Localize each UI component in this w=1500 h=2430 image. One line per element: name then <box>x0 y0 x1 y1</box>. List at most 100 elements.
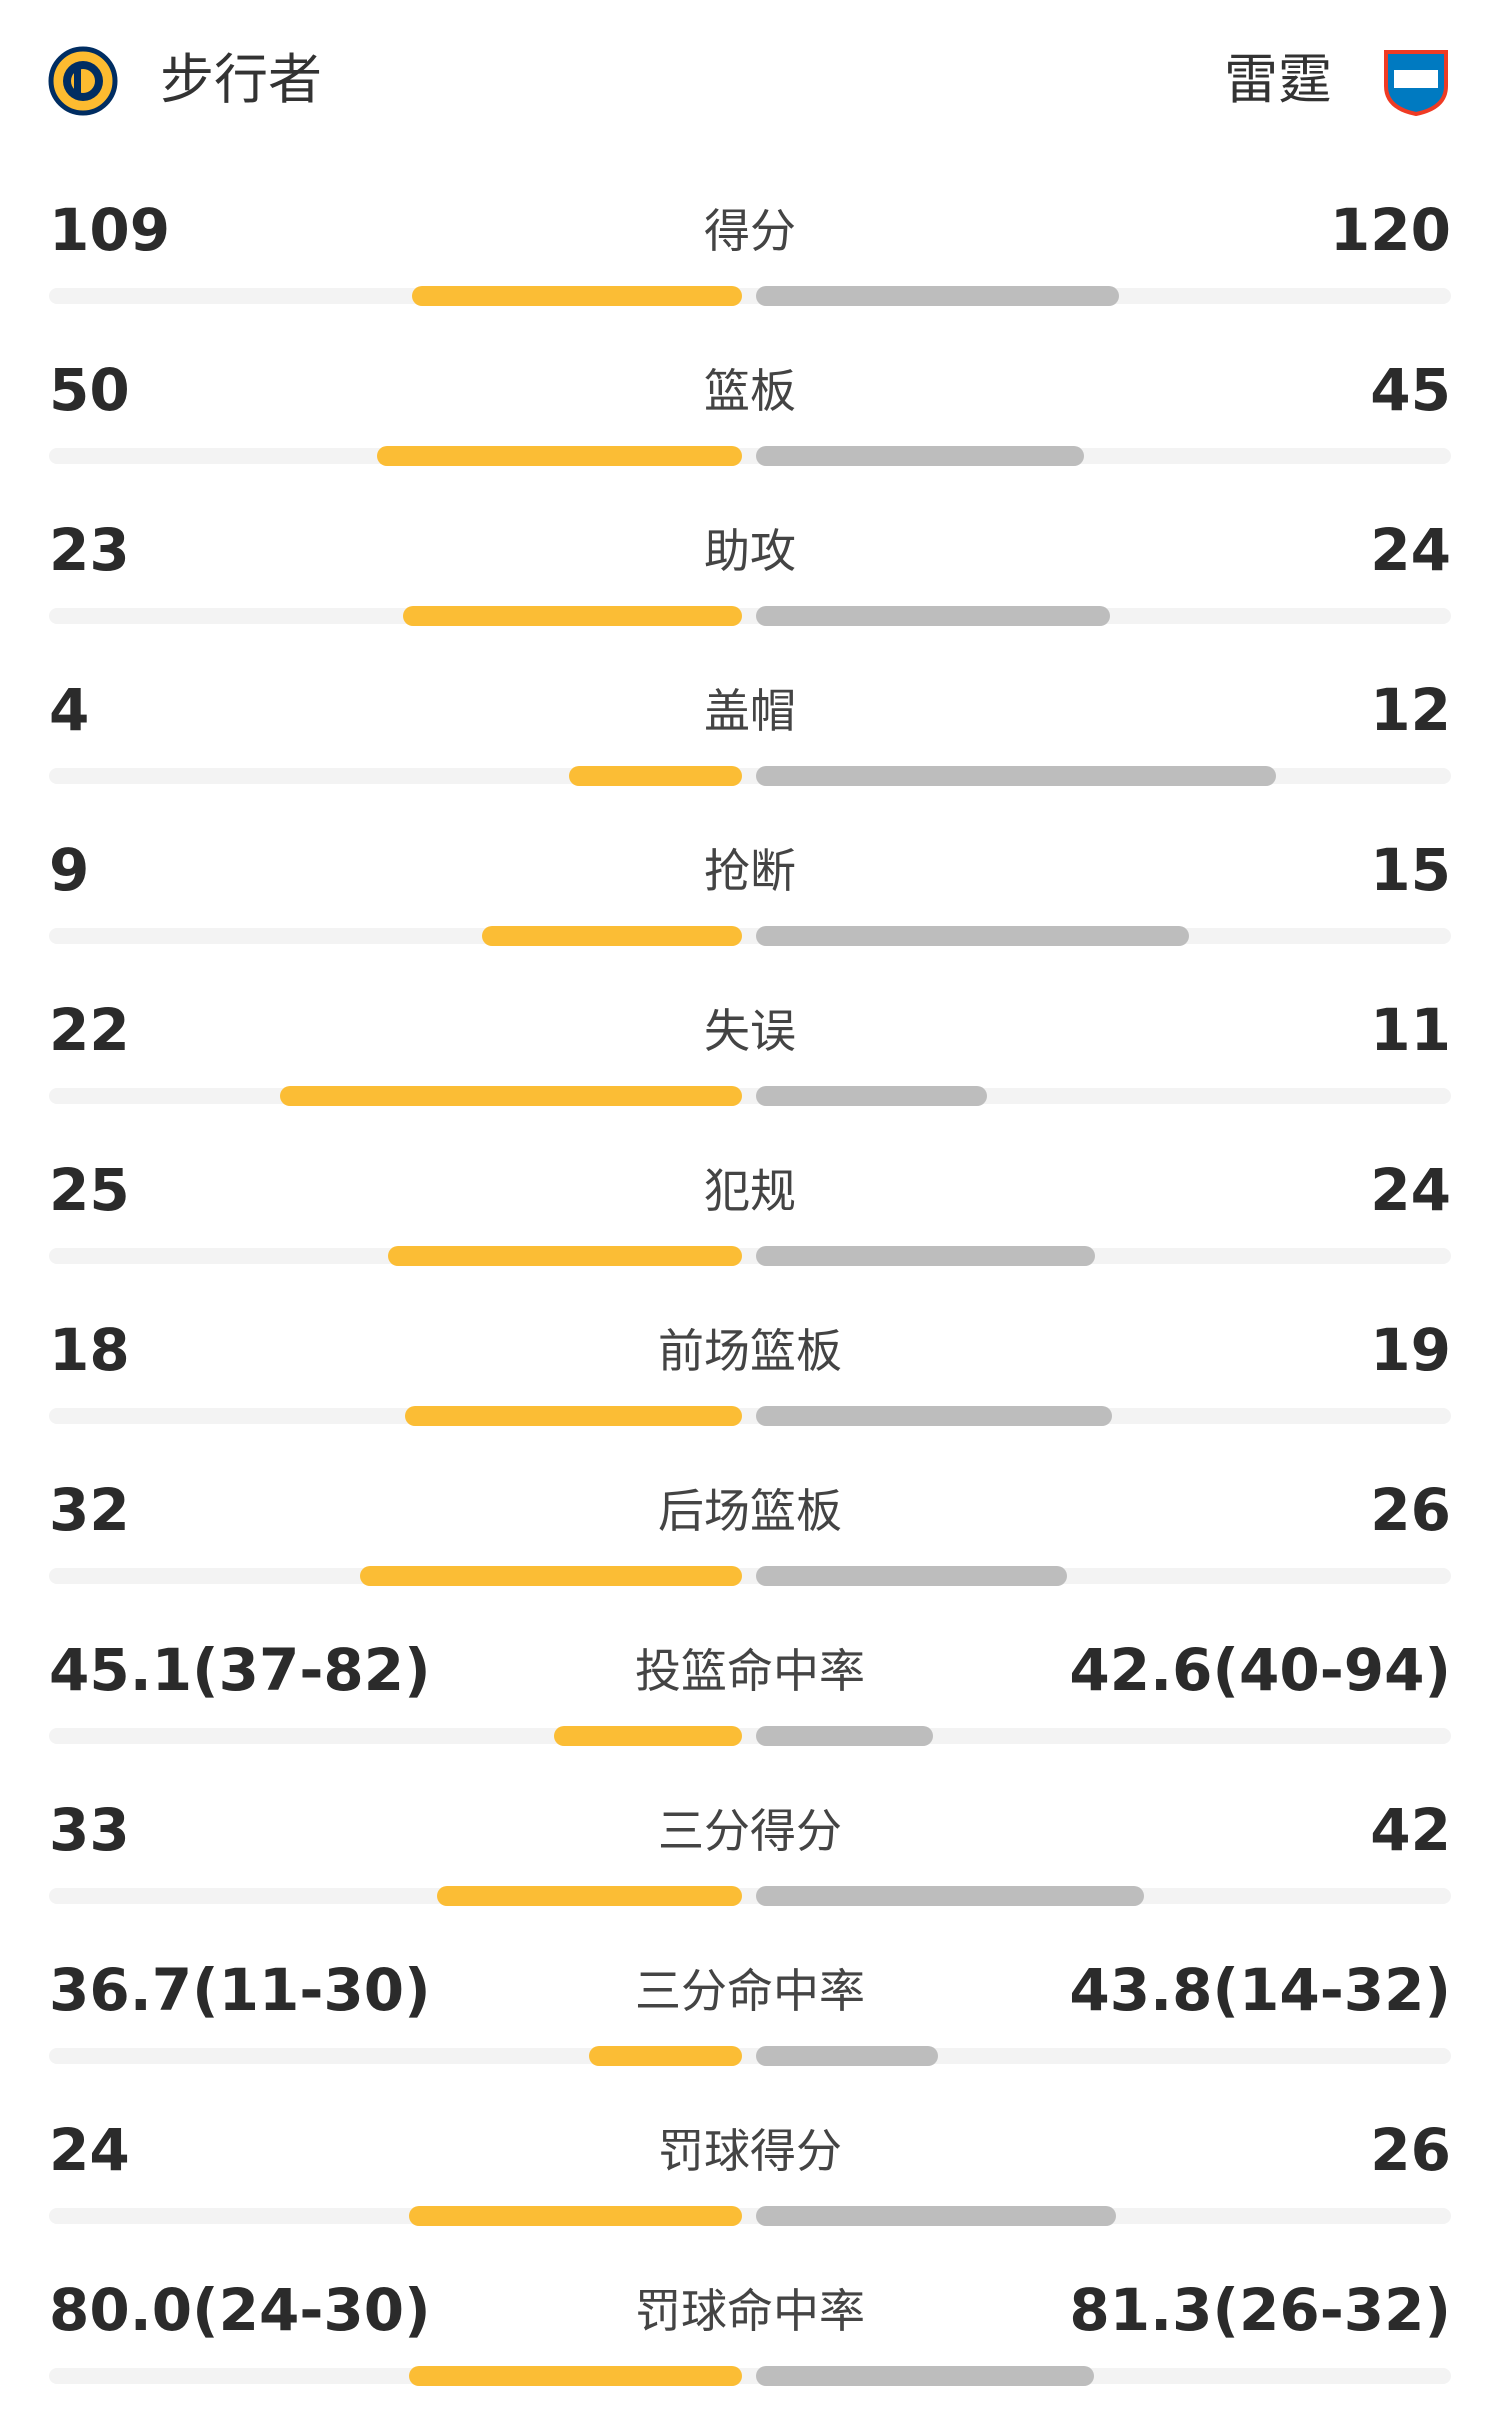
away-value: 24 <box>1370 1156 1451 1224</box>
away-value: 43.8(14-32) <box>1069 1956 1451 2024</box>
away-bar <box>756 1086 987 1106</box>
away-bar <box>756 2046 939 2066</box>
home-value: 32 <box>49 1476 130 1544</box>
home-value: 109 <box>49 196 171 264</box>
stat-label: 助攻 <box>704 524 796 578</box>
home-bar <box>437 1886 742 1906</box>
away-bar <box>756 286 1120 306</box>
stat-row: 9 抢断 15 <box>0 830 1500 990</box>
stat-row: 109 得分 120 <box>0 190 1500 350</box>
bar-track <box>49 2208 1451 2224</box>
stat-label: 罚球得分 <box>658 2124 842 2178</box>
stat-row: 33 三分得分 42 <box>0 1790 1500 1950</box>
stat-label: 盖帽 <box>704 684 796 738</box>
bar-track <box>49 928 1451 944</box>
home-value: 25 <box>49 1156 130 1224</box>
away-bar <box>756 446 1085 466</box>
away-bar <box>756 1246 1096 1266</box>
away-bar <box>756 926 1190 946</box>
stat-label: 投篮命中率 <box>635 1644 865 1698</box>
away-team: 雷霆 <box>1224 48 1332 111</box>
away-bar <box>756 1726 934 1746</box>
away-bar <box>756 1406 1112 1426</box>
away-value: 42 <box>1370 1796 1451 1864</box>
home-bar <box>412 286 742 306</box>
home-value: 24 <box>49 2116 130 2184</box>
bar-track <box>49 2048 1451 2064</box>
stat-row: 18 前场篮板 19 <box>0 1310 1500 1470</box>
stat-label: 前场篮板 <box>658 1324 842 1378</box>
away-bar <box>756 606 1110 626</box>
stat-label: 罚球命中率 <box>635 2284 865 2338</box>
home-bar <box>359 1566 742 1586</box>
home-value: 36.7(11-30) <box>49 1956 431 2024</box>
away-bar <box>756 1566 1067 1586</box>
home-bar <box>402 606 742 626</box>
home-value: 45.1(37-82) <box>49 1636 431 1704</box>
stat-row: 50 篮板 45 <box>0 350 1500 510</box>
stat-label: 后场篮板 <box>658 1484 842 1538</box>
home-value: 22 <box>49 996 130 1064</box>
away-value: 42.6(40-94) <box>1069 1636 1451 1704</box>
home-value: 33 <box>49 1796 130 1864</box>
away-value: 26 <box>1370 2116 1451 2184</box>
away-value: 26 <box>1370 1476 1451 1544</box>
stat-row: 23 助攻 24 <box>0 510 1500 670</box>
home-value: 80.0(24-30) <box>49 2276 431 2344</box>
home-value: 4 <box>49 676 90 744</box>
home-bar <box>377 446 742 466</box>
away-value: 81.3(26-32) <box>1069 2276 1451 2344</box>
away-value: 15 <box>1370 836 1451 904</box>
home-bar <box>409 2366 742 2386</box>
away-value: 11 <box>1370 996 1451 1064</box>
bar-track <box>49 1248 1451 1264</box>
stat-row: 4 盖帽 12 <box>0 670 1500 830</box>
home-bar <box>388 1246 742 1266</box>
stat-label: 失误 <box>704 1004 796 1058</box>
bar-track <box>49 1568 1451 1584</box>
home-bar <box>409 2206 742 2226</box>
away-value: 19 <box>1370 1316 1451 1384</box>
away-value: 24 <box>1370 516 1451 584</box>
bar-track <box>49 448 1451 464</box>
home-bar <box>554 1726 742 1746</box>
bar-track <box>49 1408 1451 1424</box>
home-bar <box>589 2046 742 2066</box>
stat-row: 22 失误 11 <box>0 990 1500 1150</box>
stat-label: 犯规 <box>704 1164 796 1218</box>
home-bar <box>404 1406 742 1426</box>
away-bar <box>756 1886 1145 1906</box>
away-bar <box>756 766 1276 786</box>
stat-label: 三分命中率 <box>635 1964 865 2018</box>
away-value: 12 <box>1370 676 1451 744</box>
home-value: 9 <box>49 836 90 904</box>
stat-row: 25 犯规 24 <box>0 1150 1500 1310</box>
home-value: 18 <box>49 1316 130 1384</box>
stat-label: 三分得分 <box>658 1804 842 1858</box>
stat-row: 45.1(37-82) 投篮命中率 42.6(40-94) <box>0 1630 1500 1790</box>
stat-label: 篮板 <box>704 364 796 418</box>
bar-track <box>49 2368 1451 2384</box>
bar-track <box>49 1888 1451 1904</box>
bar-track <box>49 608 1451 624</box>
home-value: 23 <box>49 516 130 584</box>
stat-row: 32 后场篮板 26 <box>0 1470 1500 1630</box>
home-logo <box>48 46 118 116</box>
away-bar <box>756 2206 1117 2226</box>
away-value: 45 <box>1370 356 1451 424</box>
stat-label: 抢断 <box>704 844 796 898</box>
away-logo <box>1384 50 1448 117</box>
away-value: 120 <box>1329 196 1451 264</box>
home-team: 步行者 <box>160 48 322 111</box>
away-bar <box>756 2366 1095 2386</box>
bar-track <box>49 1728 1451 1744</box>
bar-track <box>49 1088 1451 1104</box>
stat-row: 24 罚球得分 26 <box>0 2110 1500 2270</box>
home-value: 50 <box>49 356 130 424</box>
stat-label: 得分 <box>704 204 796 258</box>
stat-row: 36.7(11-30) 三分命中率 43.8(14-32) <box>0 1950 1500 2110</box>
home-bar <box>280 1086 742 1106</box>
bar-track <box>49 288 1451 304</box>
home-bar <box>482 926 742 946</box>
stat-row: 80.0(24-30) 罚球命中率 81.3(26-32) <box>0 2270 1500 2430</box>
